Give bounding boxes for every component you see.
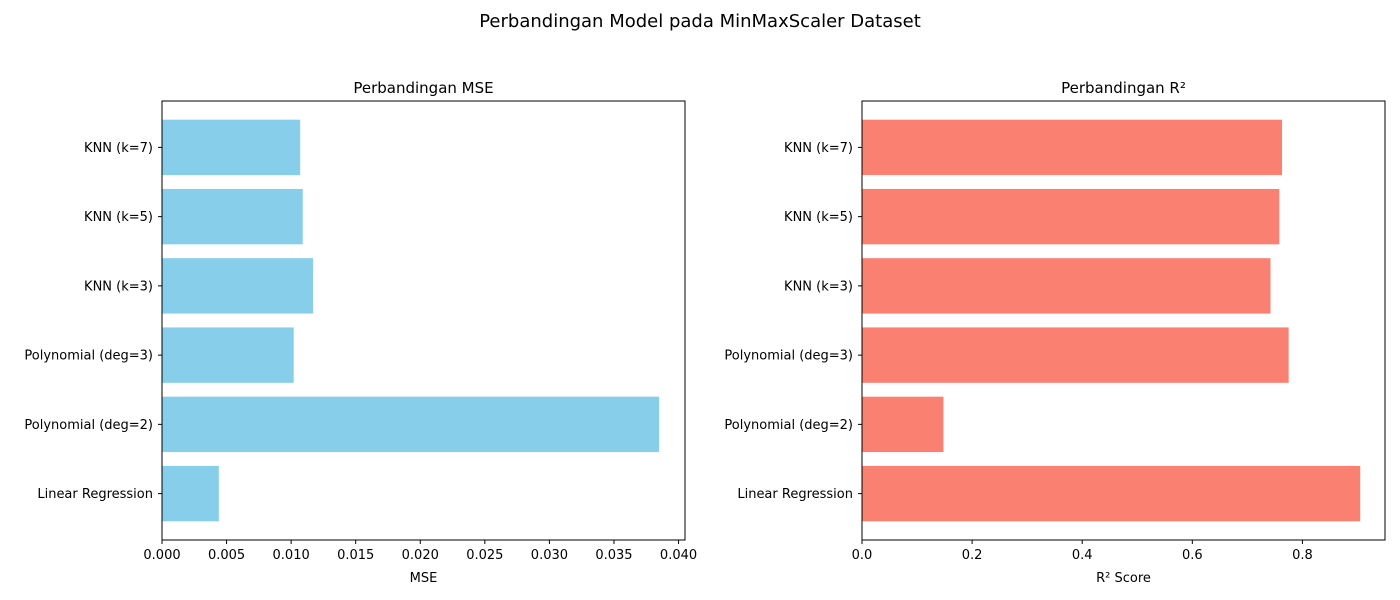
r2-bar (862, 258, 1271, 314)
mse-y-tick-label: KNN (k=3) (84, 279, 153, 294)
r2-bars (862, 119, 1361, 522)
r2-x-tick-label: 0.8 (1292, 548, 1313, 563)
r2-y-tick-label: Linear Regression (737, 487, 853, 502)
r2-chart: Perbandingan R² Linear Regression Polynom… (724, 79, 1386, 586)
r2-plot-frame (861, 100, 1386, 541)
r2-x-tick-label: 0.4 (1072, 548, 1093, 563)
mse-x-ticks: 0.000 0.005 0.010 0.015 0.020 0.025 0.030 0.035… (143, 540, 697, 563)
mse-bar (162, 396, 660, 453)
mse-x-axis-label: MSE (410, 571, 438, 586)
mse-x-tick-label: 0.020 (402, 548, 439, 563)
mse-x-tick-label: 0.000 (143, 548, 180, 563)
r2-x-tick-label: 0.2 (962, 548, 983, 563)
mse-x-tick-label: 0.030 (531, 548, 568, 563)
mse-bar (162, 258, 314, 314)
mse-y-ticks: Linear Regression Polynomial (deg=2) Polyn… (24, 141, 162, 502)
r2-y-tick-label: KNN (k=7) (784, 141, 853, 156)
mse-y-tick-label: Polynomial (deg=2) (24, 418, 153, 433)
r2-x-ticks: 0.0 0.2 0.4 0.6 0.8 (852, 540, 1313, 563)
mse-y-tick-label: KNN (k=5) (84, 210, 153, 225)
r2-bar (862, 119, 1283, 176)
mse-chart-title: Perbandingan MSE (353, 79, 493, 97)
r2-bar (862, 396, 944, 453)
figure-suptitle: Perbandingan Model pada MinMaxScaler Dat… (479, 11, 921, 32)
mse-bars (162, 119, 660, 522)
mse-x-tick-label: 0.040 (660, 548, 697, 563)
r2-y-tick-label: Polynomial (deg=2) (724, 418, 853, 433)
mse-plot-frame (161, 100, 686, 541)
mse-x-tick-label: 0.010 (273, 548, 310, 563)
mse-x-tick-label: 0.015 (337, 548, 374, 563)
mse-bar (162, 465, 219, 522)
mse-x-tick-label: 0.005 (208, 548, 245, 563)
mse-bar (162, 327, 294, 383)
mse-bar (162, 119, 301, 176)
r2-y-tick-label: KNN (k=5) (784, 210, 853, 225)
mse-chart: Perbandingan MSE Linear Regression Polyno… (24, 79, 697, 586)
r2-bar (862, 465, 1361, 522)
r2-x-tick-label: 0.6 (1182, 548, 1203, 563)
mse-x-tick-label: 0.035 (595, 548, 632, 563)
r2-y-ticks: Linear Regression Polynomial (deg=2) Polyn… (724, 141, 862, 502)
mse-x-tick-label: 0.025 (466, 548, 503, 563)
mse-bar (162, 188, 303, 245)
mse-y-tick-label: KNN (k=7) (84, 141, 153, 156)
r2-chart-title: Perbandingan R² (1061, 79, 1186, 97)
r2-y-tick-label: Polynomial (deg=3) (724, 349, 853, 364)
r2-bar (862, 188, 1280, 245)
r2-bar (862, 327, 1289, 383)
r2-y-tick-label: KNN (k=3) (784, 279, 853, 294)
mse-y-tick-label: Linear Regression (37, 487, 153, 502)
r2-x-tick-label: 0.0 (852, 548, 873, 563)
r2-x-axis-label: R² Score (1096, 571, 1151, 586)
mse-y-tick-label: Polynomial (deg=3) (24, 349, 153, 364)
